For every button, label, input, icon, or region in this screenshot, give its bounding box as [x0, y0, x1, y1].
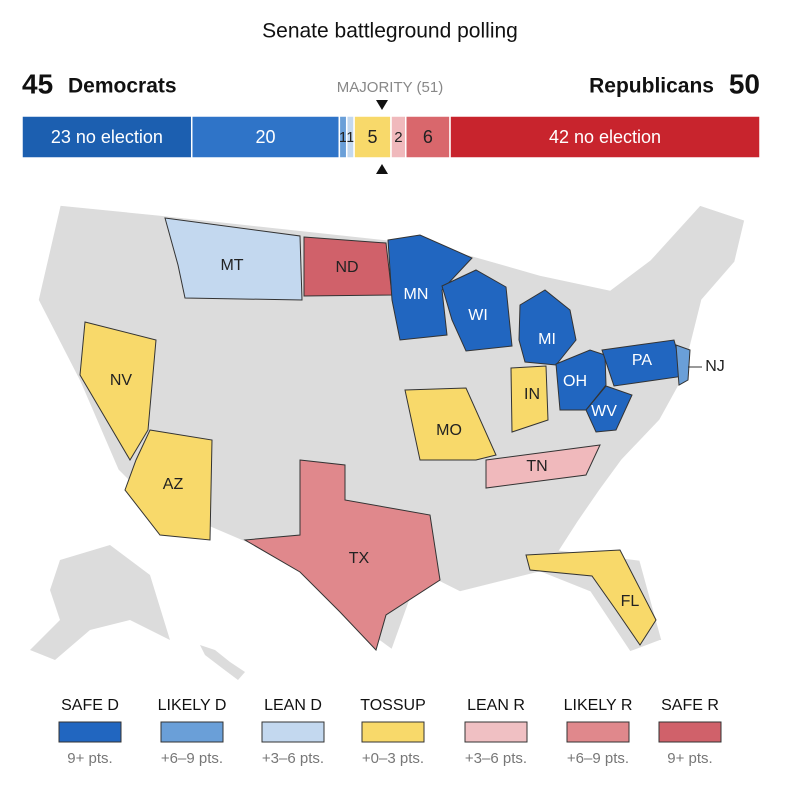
state	[441, 269, 513, 352]
state-label: MO	[436, 422, 462, 439]
state-label: WV	[591, 403, 617, 420]
seat-bar: 23 no election 20 1 1 5 2 6 42 no election	[21, 100, 761, 174]
seat-label: 42 no election	[549, 127, 661, 147]
legend-range: +6–9 pts.	[567, 750, 629, 767]
state-label: PA	[632, 352, 652, 369]
seat-label: 1	[346, 129, 354, 146]
legend-range: +6–9 pts.	[161, 750, 223, 767]
legend-range: 9+ pts.	[667, 750, 712, 767]
legend-swatch	[160, 721, 224, 743]
state-label: TX	[349, 550, 370, 567]
majority-marker	[376, 100, 388, 110]
seat-label: 23 no election	[51, 127, 163, 147]
legend-name: LEAN R	[467, 697, 525, 714]
state-label: MT	[220, 257, 243, 274]
state-label: NV	[110, 372, 133, 389]
state-label: MN	[404, 286, 429, 303]
state-label: IN	[524, 386, 540, 403]
hawaii	[200, 645, 245, 680]
legend-swatch	[261, 721, 325, 743]
seat-label: 6	[423, 127, 433, 147]
legend-name: TOSSUP	[360, 697, 426, 714]
legend-range: +3–6 pts.	[465, 750, 527, 767]
state-label: WI	[468, 307, 488, 324]
majority-marker	[376, 164, 388, 174]
seat-segment	[21, 115, 193, 159]
state	[585, 385, 633, 433]
rep-count: 50	[729, 68, 760, 99]
seat-label: 1	[339, 129, 347, 146]
state	[79, 321, 157, 461]
alaska	[30, 545, 170, 660]
legend-swatch	[566, 721, 630, 743]
state	[387, 234, 473, 341]
state-label: TN	[526, 458, 547, 475]
seat-segment	[190, 115, 341, 159]
state-label: MI	[538, 331, 556, 348]
state	[525, 549, 657, 646]
state-label: NJ	[705, 358, 725, 375]
state	[555, 349, 607, 411]
legend-range: +0–3 pts.	[362, 750, 424, 767]
seat-label: 5	[368, 127, 378, 147]
seat-segment	[449, 115, 761, 159]
legend-name: LIKELY D	[158, 697, 227, 714]
state	[518, 289, 577, 366]
state	[510, 365, 549, 433]
legend-name: LIKELY R	[564, 697, 633, 714]
state-label: OH	[563, 373, 587, 390]
seat-label: 20	[256, 127, 276, 147]
dem-count: 45	[22, 68, 53, 99]
rep-label: Republicans	[589, 75, 714, 98]
legend-range: +3–6 pts.	[262, 750, 324, 767]
legend-swatch	[464, 721, 528, 743]
majority-label: MAJORITY (51)	[337, 79, 443, 96]
state	[404, 387, 497, 461]
legend-swatch	[361, 721, 425, 743]
legend-swatch	[658, 721, 722, 743]
state-label: AZ	[163, 476, 184, 493]
title: Senate battleground polling	[262, 20, 518, 43]
legend-name: SAFE R	[661, 697, 719, 714]
state	[243, 459, 441, 651]
state-label: ND	[335, 259, 358, 276]
state	[124, 429, 213, 541]
state	[485, 444, 601, 489]
legend-range: 9+ pts.	[67, 750, 112, 767]
legend-swatch	[58, 721, 122, 743]
legend-name: LEAN D	[264, 697, 322, 714]
state-label: FL	[621, 593, 640, 610]
dem-label: Democrats	[68, 75, 177, 98]
legend-name: SAFE D	[61, 697, 119, 714]
state	[164, 217, 303, 301]
seat-segment	[353, 115, 392, 159]
seat-label: 2	[394, 129, 402, 146]
map: MT ND MN WI MI OH PA WV NJ IN NV AZ MO TN TX FL	[30, 204, 746, 680]
state	[675, 344, 691, 386]
legend: SAFE D 9+ pts. LIKELY D +6–9 pts. LEAN D +3–6…	[58, 697, 722, 767]
